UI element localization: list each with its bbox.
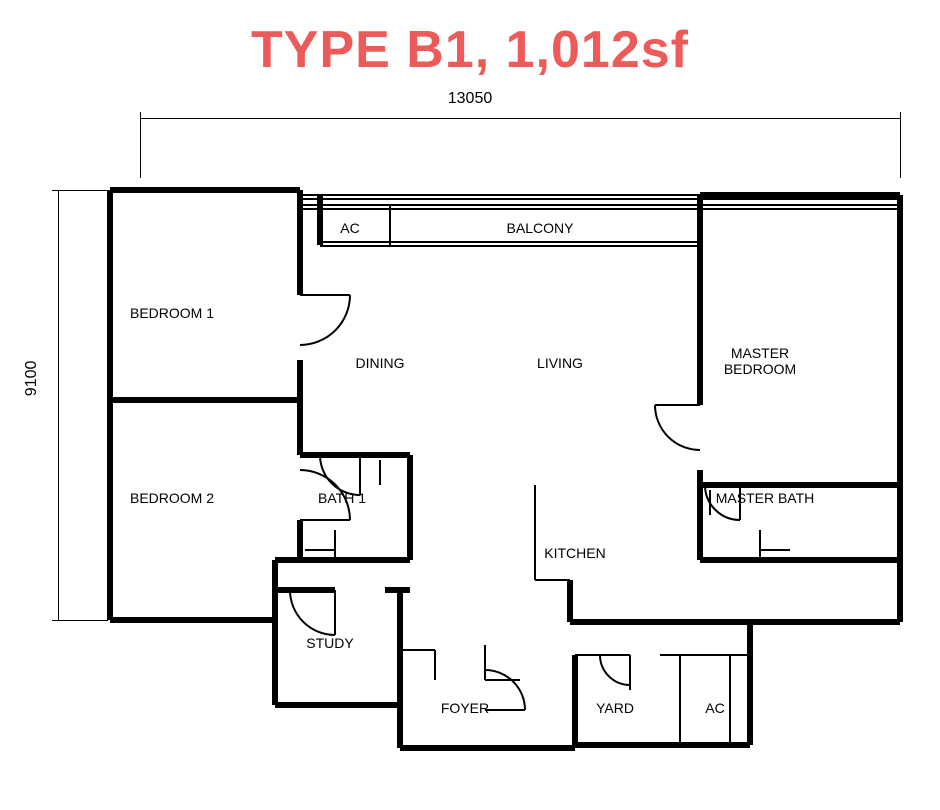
dimension-top-line [140, 118, 900, 119]
dimension-height-label: 9100 [23, 361, 41, 397]
living-label: LIVING [537, 355, 583, 371]
kitchen-label: KITCHEN [544, 545, 605, 561]
floorplan-svg [100, 150, 920, 770]
master-bath-label: MASTER BATH [716, 490, 815, 506]
study-label: STUDY [306, 635, 353, 651]
page-title: TYPE B1, 1,012sf [20, 20, 920, 80]
ac2-label: AC [705, 700, 724, 716]
floorplan-container: 13050 9100 AC BALCONY BEDROOM 1 DINING LIVIN… [20, 90, 920, 790]
balcony-label: BALCONY [507, 220, 574, 236]
master-bedroom-label: MASTER BEDROOM [724, 345, 796, 377]
dimension-left-line [58, 190, 59, 620]
bedroom1-label: BEDROOM 1 [130, 305, 214, 321]
bath1-label: BATH 1 [318, 490, 366, 506]
dimension-width-label: 13050 [448, 90, 493, 108]
bedroom2-label: BEDROOM 2 [130, 490, 214, 506]
foyer-label: FOYER [441, 700, 489, 716]
ac-label: AC [340, 220, 359, 236]
yard-label: YARD [596, 700, 634, 716]
dining-label: DINING [356, 355, 405, 371]
